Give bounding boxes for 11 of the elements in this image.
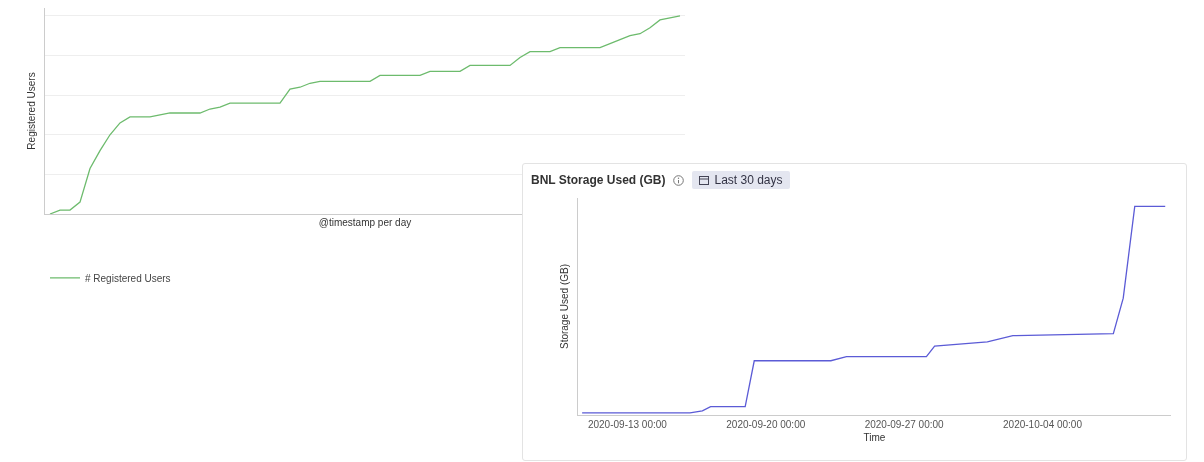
x-tick-label: 2020-10-04 00:00 — [1003, 419, 1083, 430]
x-tick-label: 2020-09-27 00:00 — [864, 419, 945, 430]
x-tick-label: 2020-09-20 00:00 — [726, 419, 806, 430]
x-axis-title: Time — [863, 431, 886, 443]
y-axis-title: Storage Used (GB) — [559, 263, 570, 350]
chart-title: BNL Storage Used (GB) — [531, 173, 666, 187]
legend-label: # Registered Users — [85, 272, 171, 284]
x-tick-label: 2020-09-13 00:00 — [587, 419, 668, 430]
text: Last 30 days — [714, 173, 783, 187]
y-axis-title: Registered Users — [26, 72, 37, 150]
x-axis-title: @timestamp per day — [318, 216, 412, 228]
